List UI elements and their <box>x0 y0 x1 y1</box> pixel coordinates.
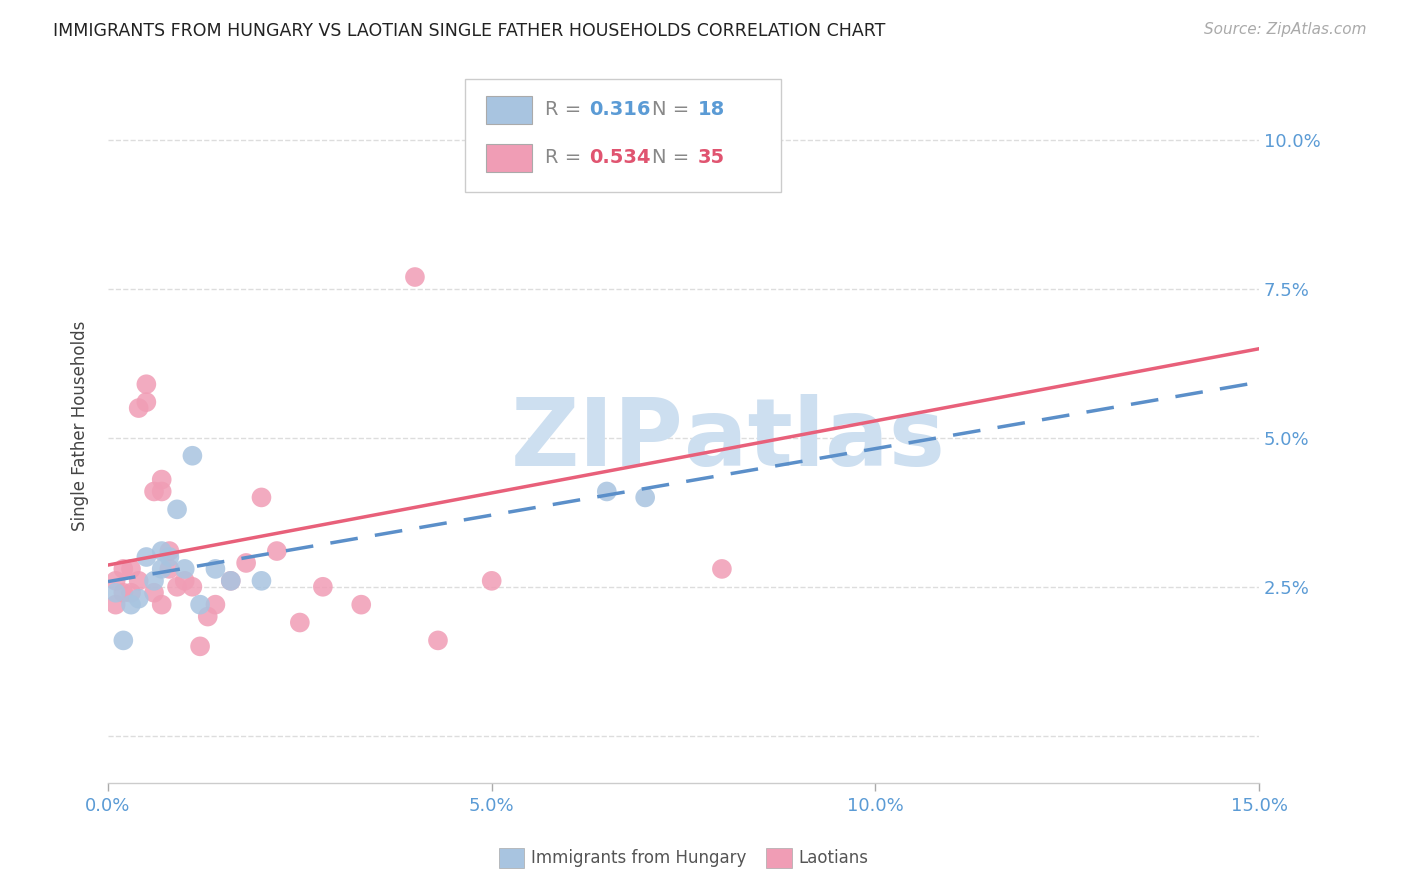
Point <box>235 556 257 570</box>
Point <box>112 633 135 648</box>
Point <box>150 562 173 576</box>
Point <box>104 586 127 600</box>
Point <box>143 484 166 499</box>
Point <box>173 562 195 576</box>
Point <box>427 633 450 648</box>
Text: N =: N = <box>652 148 696 168</box>
Text: 0.316: 0.316 <box>589 101 651 120</box>
Y-axis label: Single Father Households: Single Father Households <box>72 321 89 531</box>
Point <box>143 574 166 588</box>
Point <box>112 586 135 600</box>
Point <box>143 586 166 600</box>
Text: R =: R = <box>546 148 588 168</box>
Text: R =: R = <box>546 101 588 120</box>
Text: atlas: atlas <box>683 394 945 486</box>
Point <box>157 544 180 558</box>
Point <box>157 562 180 576</box>
Point <box>197 609 219 624</box>
Point <box>710 562 733 576</box>
Point <box>120 598 142 612</box>
Point <box>112 562 135 576</box>
Point <box>173 574 195 588</box>
Point <box>596 162 619 177</box>
Point <box>481 574 503 588</box>
Point <box>120 562 142 576</box>
Point <box>150 473 173 487</box>
Point <box>128 591 150 606</box>
Text: N =: N = <box>652 101 696 120</box>
Text: 18: 18 <box>697 101 724 120</box>
Point <box>150 544 173 558</box>
Point <box>128 574 150 588</box>
Point <box>350 598 373 612</box>
Point <box>596 484 619 499</box>
Text: IMMIGRANTS FROM HUNGARY VS LAOTIAN SINGLE FATHER HOUSEHOLDS CORRELATION CHART: IMMIGRANTS FROM HUNGARY VS LAOTIAN SINGL… <box>53 22 886 40</box>
Point <box>181 449 204 463</box>
Point <box>250 491 273 505</box>
Text: 35: 35 <box>697 148 724 168</box>
Point <box>128 401 150 415</box>
Point <box>104 574 127 588</box>
Point <box>204 562 226 576</box>
Point <box>188 640 211 654</box>
Point <box>266 544 288 558</box>
Text: Source: ZipAtlas.com: Source: ZipAtlas.com <box>1204 22 1367 37</box>
Point <box>250 574 273 588</box>
Point <box>150 598 173 612</box>
Point <box>634 491 657 505</box>
Text: Laotians: Laotians <box>799 849 869 867</box>
Point <box>157 549 180 564</box>
Point <box>181 580 204 594</box>
Point <box>135 377 157 392</box>
Point <box>204 598 226 612</box>
FancyBboxPatch shape <box>485 95 531 124</box>
Point <box>188 598 211 612</box>
FancyBboxPatch shape <box>485 144 531 172</box>
Point <box>166 502 188 516</box>
Point <box>219 574 242 588</box>
Point <box>166 580 188 594</box>
Point <box>120 586 142 600</box>
Point <box>219 574 242 588</box>
Point <box>135 395 157 409</box>
Text: 0.534: 0.534 <box>589 148 651 168</box>
Point <box>288 615 311 630</box>
Point <box>312 580 335 594</box>
Text: Immigrants from Hungary: Immigrants from Hungary <box>531 849 747 867</box>
Point <box>150 484 173 499</box>
FancyBboxPatch shape <box>465 79 782 192</box>
Text: ZIP: ZIP <box>510 394 683 486</box>
Point <box>404 270 426 285</box>
Point <box>104 598 127 612</box>
Point <box>135 549 157 564</box>
